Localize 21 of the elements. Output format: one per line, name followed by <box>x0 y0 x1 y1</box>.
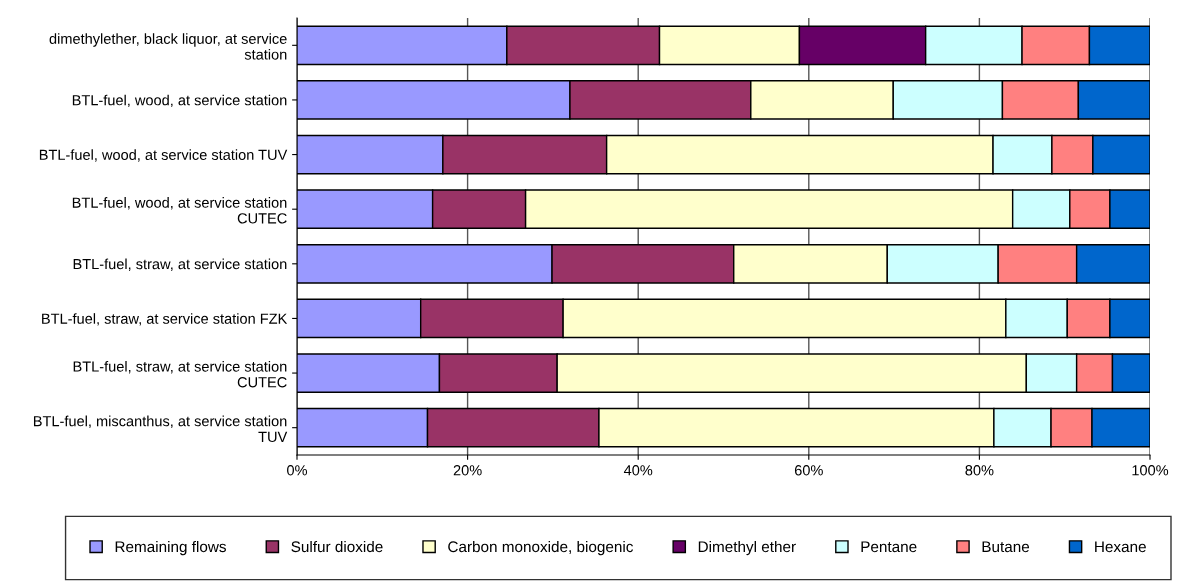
y-tick-label: BTL-fuel, straw, at service station <box>73 258 287 271</box>
x-tick-label: 60% <box>794 465 823 476</box>
legend-label: Hexane <box>1095 541 1146 553</box>
y-tick-label: BTL-fuel, wood, at service station CUTEC <box>72 197 287 224</box>
legend-label: Sulfur dioxide <box>291 540 383 553</box>
legend-label: Remaining flows <box>115 540 226 556</box>
legend-label: Pentane <box>861 541 917 553</box>
x-tick-label: 80% <box>965 465 994 476</box>
x-tick-label: 100% <box>1132 465 1169 476</box>
y-tick-label: BTL-fuel, wood, at service station TUV <box>39 149 288 162</box>
y-tick-label: dimethylether, black liquor, at service station <box>49 33 287 60</box>
x-tick-label: 40% <box>623 465 653 476</box>
legend-label: Butane <box>982 541 1030 553</box>
x-tick-label: 0% <box>287 465 308 476</box>
legend-label: Carbon monoxide, biogenic <box>448 540 634 556</box>
y-tick-label: BTL-fuel, miscanthus, at service station TUV <box>33 415 288 443</box>
y-tick-label: BTL-fuel, straw, at service station CUTEC <box>73 360 287 388</box>
legend-label: Dimethyl ether <box>698 540 796 556</box>
y-tick-label: BTL-fuel, straw, at service station FZK <box>42 313 288 326</box>
y-tick-label: BTL-fuel, wood, at service station <box>72 94 287 108</box>
x-tick-label: 20% <box>453 465 482 476</box>
